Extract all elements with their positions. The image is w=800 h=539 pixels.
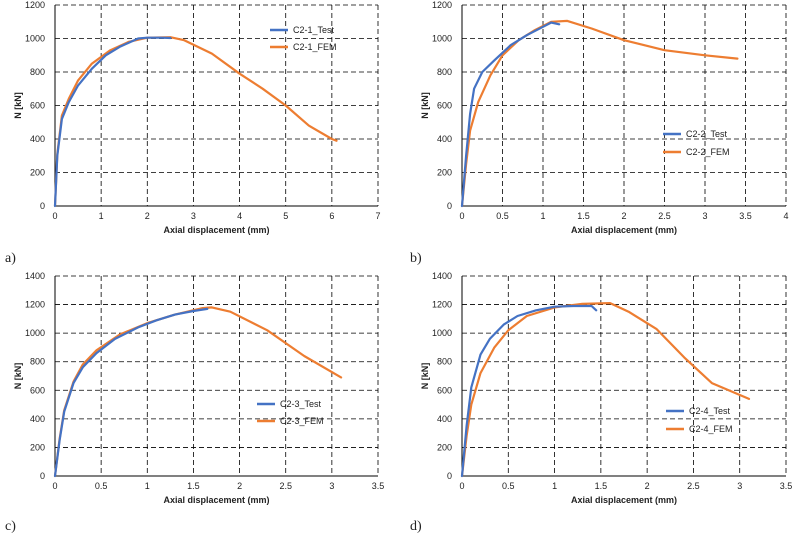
y-tick-label: 1200: [432, 0, 452, 10]
y-tick-label: 800: [30, 357, 45, 367]
series-line-c2-4_test: [460, 304, 598, 478]
legend-label-c2-3_fem: C2-3_FEM: [280, 416, 324, 426]
y-tick-label: 1200: [432, 300, 452, 310]
x-tick-label: 3: [329, 481, 334, 491]
x-tick-label: 0.5: [502, 481, 515, 491]
series-line-c2-2_fem: [460, 19, 739, 208]
y-axis-label: N [kN]: [420, 363, 430, 390]
y-tick-label: 400: [30, 134, 45, 144]
x-tick-label: 2: [145, 211, 150, 221]
x-tick-label: 3.5: [739, 211, 752, 221]
y-tick-label: 200: [30, 168, 45, 178]
y-tick-label: 0: [40, 471, 45, 481]
legend-label-c2-2_fem: C2-2_FEM: [686, 147, 730, 157]
y-tick-label: 800: [437, 67, 452, 77]
y-tick-label: 600: [437, 101, 452, 111]
x-axis-label: Axial displacement (mm): [571, 225, 677, 235]
x-tick-label: 1.5: [187, 481, 200, 491]
x-tick-label: 3: [191, 211, 196, 221]
x-tick-label: 2: [645, 481, 650, 491]
series-line-c2-1_test: [53, 36, 172, 208]
y-tick-label: 400: [437, 134, 452, 144]
legend-label-c2-1_fem: C2-1_FEM: [293, 42, 337, 52]
x-tick-label: 0: [459, 211, 464, 221]
x-tick-label: 1.5: [595, 481, 608, 491]
y-axis-label: N [kN]: [420, 92, 430, 119]
y-tick-label: 200: [437, 442, 452, 452]
legend-label-c2-4_fem: C2-4_FEM: [689, 424, 733, 434]
x-tick-label: 5: [283, 211, 288, 221]
series-line-c2-3_fem: [53, 306, 343, 478]
y-tick-label: 1000: [25, 328, 45, 338]
legend-label-c2-1_test: C2-1_Test: [293, 25, 335, 35]
legend-label-c2-4_test: C2-4_Test: [689, 406, 731, 416]
y-tick-label: 600: [30, 385, 45, 395]
y-tick-label: 0: [447, 201, 452, 211]
x-tick-label: 2.5: [687, 481, 700, 491]
x-tick-label: 3: [702, 211, 707, 221]
y-tick-label: 800: [30, 67, 45, 77]
x-tick-label: 3.5: [372, 481, 385, 491]
chart-panel-1: 0 200 400 600 800 1000 1200 0 1 2 3 4 5 6 7 Axial displ…: [5, 0, 381, 266]
x-tick-label: 0: [459, 481, 464, 491]
x-tick-label: 6: [329, 211, 334, 221]
x-tick-label: 4: [237, 211, 242, 221]
x-tick-label: 0.5: [496, 211, 509, 221]
y-tick-label: 1000: [25, 34, 45, 44]
series-line-c2-3_test: [53, 307, 209, 478]
chart-panel-2: 0 200 400 600 800 1000 1200 0 0.5 1 1.5 2 2.5 3 3.5 4 Ax…: [410, 0, 789, 266]
panel-label: a): [5, 251, 16, 266]
y-tick-label: 1200: [25, 0, 45, 10]
x-tick-label: 1: [552, 481, 557, 491]
x-tick-label: 7: [375, 211, 380, 221]
y-axis-label: N [kN]: [13, 92, 23, 119]
y-tick-label: 600: [437, 385, 452, 395]
y-tick-label: 600: [30, 101, 45, 111]
x-tick-label: 0.5: [95, 481, 108, 491]
y-tick-label: 200: [30, 442, 45, 452]
y-tick-label: 1400: [25, 271, 45, 281]
series-line-c2-4_fem: [460, 302, 751, 478]
x-axis-label: Axial displacement (mm): [163, 225, 269, 235]
chart-panel-3: 0 200 400 600 800 1000 1200 1400 0 0.5 1 1.5 2 2.5 3 3.…: [5, 271, 384, 534]
chart-panel-4: 0 200 400 600 800 1000 1200 1400 0 0.5 1 1.5 2 2.5 3 3.…: [410, 271, 792, 534]
series-line-c2-2_test: [460, 21, 561, 208]
x-tick-label: 1.5: [577, 211, 590, 221]
legend-label-c2-2_test: C2-2_Test: [686, 129, 728, 139]
legend-label-c2-3_test: C2-3_Test: [280, 399, 322, 409]
x-tick-label: 1: [99, 211, 104, 221]
x-tick-label: 0: [52, 211, 57, 221]
x-tick-label: 3.5: [780, 481, 793, 491]
y-tick-label: 1400: [432, 271, 452, 281]
x-axis-label: Axial displacement (mm): [571, 495, 677, 505]
y-tick-label: 400: [437, 414, 452, 424]
x-tick-label: 2.5: [658, 211, 671, 221]
y-tick-label: 1000: [432, 34, 452, 44]
x-tick-label: 3: [737, 481, 742, 491]
panel-label: b): [410, 251, 422, 266]
y-tick-label: 1200: [25, 300, 45, 310]
x-tick-label: 2: [237, 481, 242, 491]
y-tick-label: 0: [40, 201, 45, 211]
y-tick-label: 800: [437, 357, 452, 367]
y-axis-label: N [kN]: [13, 363, 23, 390]
x-tick-label: 2.5: [279, 481, 292, 491]
y-tick-label: 200: [437, 168, 452, 178]
panel-label: d): [410, 519, 422, 534]
x-tick-label: 1: [145, 481, 150, 491]
panel-label: c): [5, 519, 16, 534]
y-tick-label: 400: [30, 414, 45, 424]
x-tick-label: 1: [540, 211, 545, 221]
y-tick-label: 1000: [432, 328, 452, 338]
x-tick-label: 4: [783, 211, 788, 221]
x-axis-label: Axial displacement (mm): [163, 495, 269, 505]
y-tick-label: 0: [447, 471, 452, 481]
x-tick-label: 2: [621, 211, 626, 221]
x-tick-label: 0: [52, 481, 57, 491]
